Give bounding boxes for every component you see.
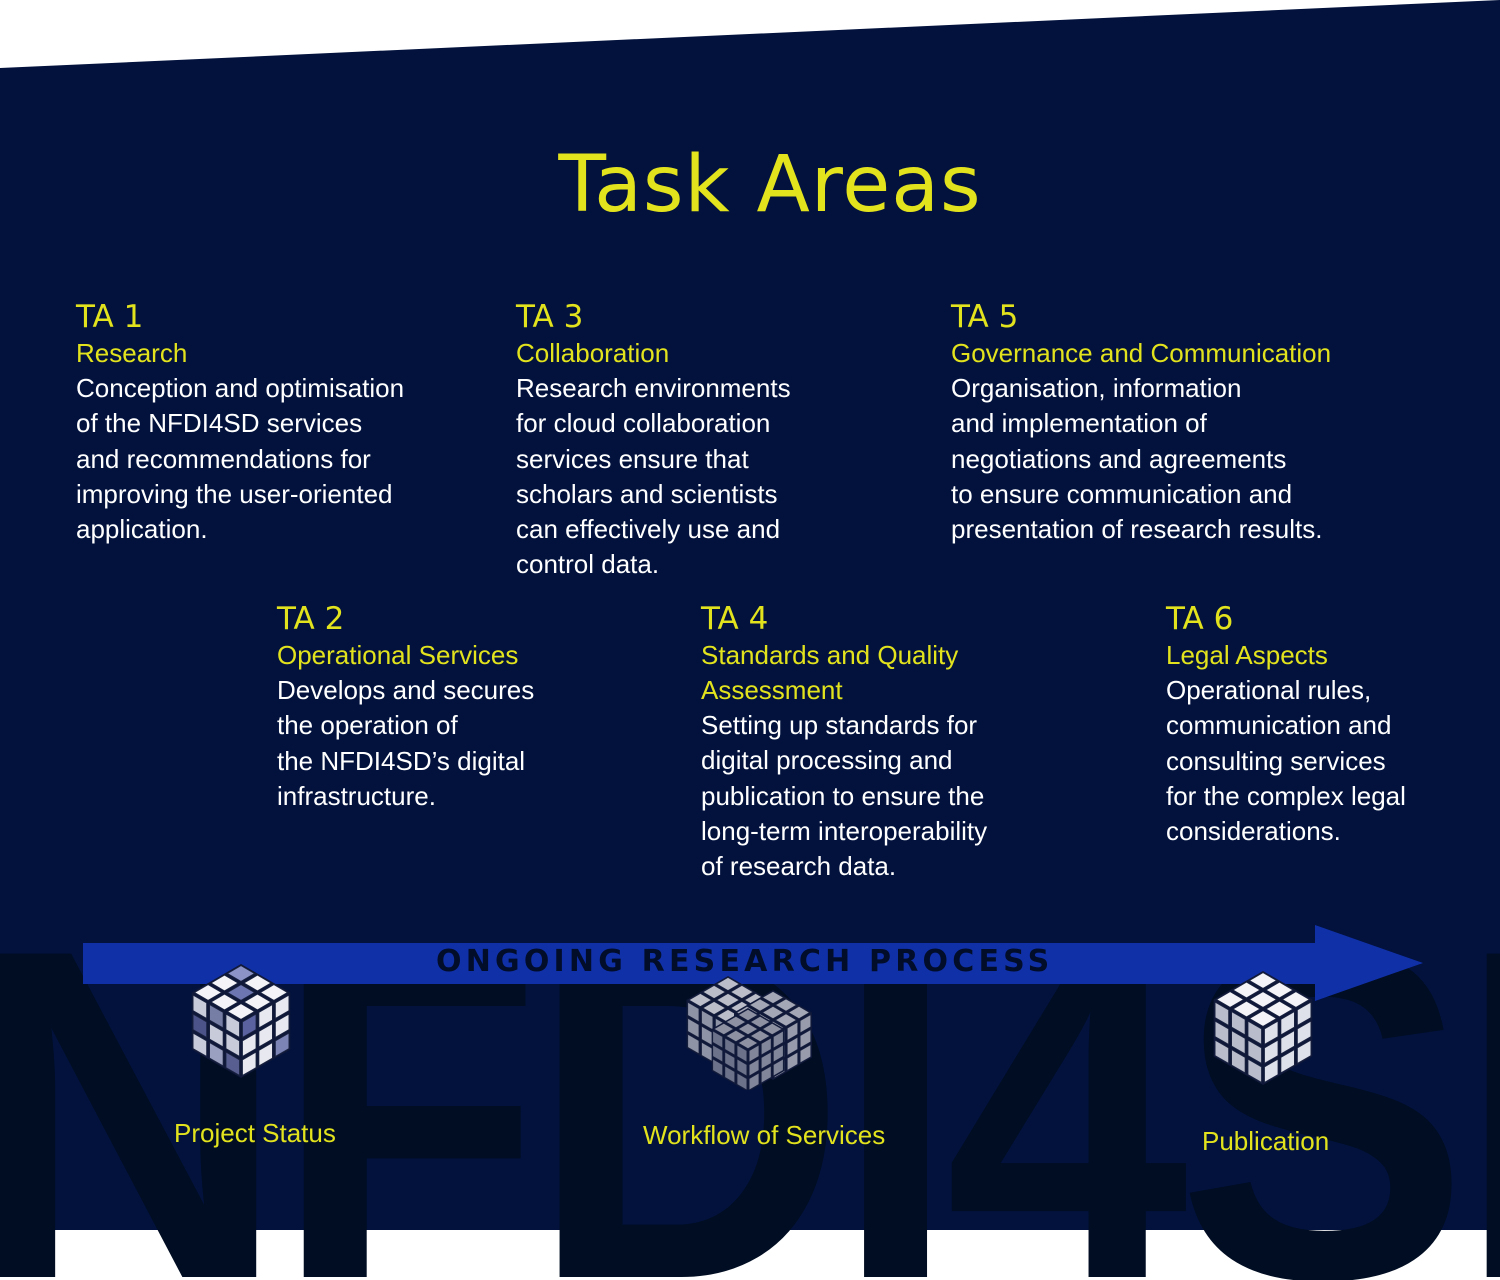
task-area-name: Operational Services: [277, 640, 519, 670]
task-area-number: TA 4: [701, 601, 769, 637]
task-area-6: TA 6 Legal Aspects Operational rules, co…: [1166, 600, 1486, 849]
task-area-description: Conception and optimisation of the NFDI4…: [76, 373, 405, 545]
process-label: ONGOING RESEARCH PROCESS: [436, 944, 1054, 979]
task-area-number: TA 1: [76, 299, 144, 335]
task-area-description: Operational rules, communication and con…: [1166, 675, 1406, 847]
task-area-number: TA 6: [1166, 601, 1234, 637]
task-area-name: Legal Aspects: [1166, 640, 1328, 670]
partial-cube-icon: [191, 964, 291, 1078]
task-area-description: Setting up standards for digital process…: [701, 710, 988, 882]
task-area-description: Organisation, information and implementa…: [951, 373, 1323, 545]
task-area-name: Standards and Quality Assessment: [701, 640, 959, 705]
task-area-number: TA 2: [277, 601, 345, 637]
task-area-description: Develops and secures the operation of th…: [277, 675, 535, 811]
page-title: Task Areas: [558, 140, 982, 230]
task-area-name: Governance and Communication: [951, 338, 1332, 368]
task-area-name: Collaboration: [516, 338, 670, 368]
task-area-number: TA 5: [951, 299, 1019, 335]
task-area-description: Research environments for cloud collabor…: [516, 373, 791, 580]
task-area-2: TA 2 Operational Services Develops and s…: [277, 600, 637, 814]
task-area-number: TA 3: [516, 299, 584, 335]
task-area-3: TA 3 Collaboration Research environments…: [516, 298, 916, 583]
solved-cube-icon: [1213, 971, 1313, 1085]
stage-label-publication: Publication: [1202, 1126, 1330, 1156]
scrambled-cube-icon: [686, 976, 812, 1090]
stage-label-workflow-of-services: Workflow of Services: [643, 1120, 886, 1150]
task-area-4: TA 4 Standards and Quality Assessment Se…: [701, 600, 1061, 884]
task-area-5: TA 5 Governance and Communication Organi…: [951, 298, 1411, 547]
process-arrow: [83, 925, 1423, 1001]
stage-label-project-status: Project Status: [174, 1118, 336, 1148]
task-area-name: Research: [76, 338, 188, 368]
background-panel: [0, 0, 1500, 1230]
task-area-1: TA 1 Research Conception and optimisatio…: [76, 298, 476, 547]
